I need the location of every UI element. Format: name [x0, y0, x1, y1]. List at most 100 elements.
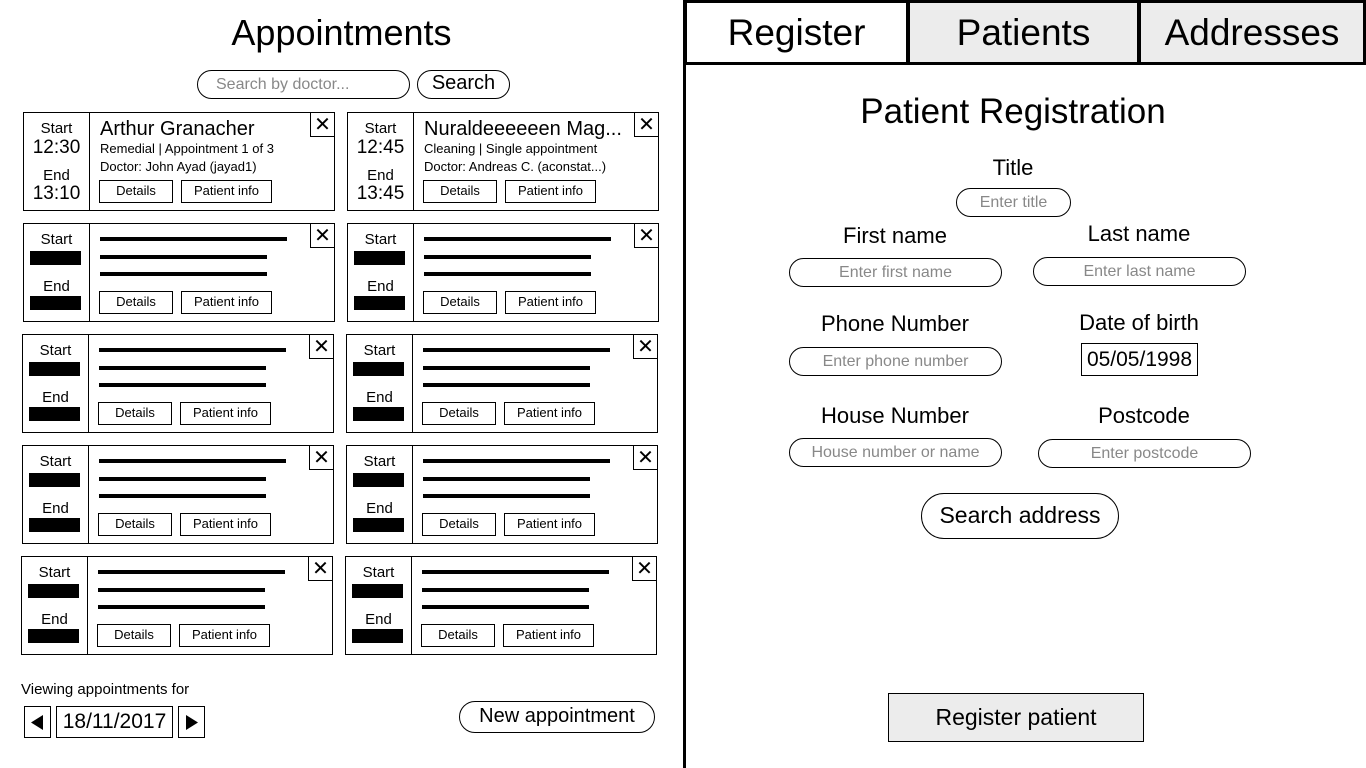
panel-divider	[683, 0, 686, 768]
end-time-placeholder	[352, 629, 403, 643]
end-label: End	[43, 278, 70, 295]
register-patient-button[interactable]: Register patient	[888, 693, 1144, 742]
start-time-placeholder	[352, 584, 403, 598]
start-label: Start	[38, 564, 71, 581]
time-column: Start End	[23, 335, 89, 432]
placeholder-line	[423, 477, 590, 481]
placeholder-line	[423, 494, 590, 498]
placeholder-line	[423, 348, 610, 352]
patient-info-button[interactable]: Patient info	[180, 402, 271, 425]
appointment-doctor: Doctor: John Ayad (jayad1)	[100, 159, 257, 174]
appointment-card[interactable]: Start 12:45 End 13:45 ✕ Nuraldeeeeeen Mag... C…	[347, 112, 659, 211]
title-label: Title	[992, 155, 1034, 180]
postcode-field[interactable]	[1038, 439, 1251, 468]
close-icon[interactable]: ✕	[634, 113, 658, 137]
end-time-placeholder	[353, 518, 404, 532]
patient-info-button[interactable]: Patient info	[504, 513, 595, 536]
tab-patients[interactable]: Patients	[907, 0, 1140, 65]
patient-info-button[interactable]: Patient info	[179, 624, 270, 647]
date-display[interactable]: 18/11/2017	[56, 706, 173, 738]
end-label: End	[43, 167, 70, 184]
close-icon[interactable]: ✕	[633, 446, 657, 470]
close-icon[interactable]: ✕	[632, 557, 656, 581]
placeholder-line	[98, 570, 285, 574]
placeholder-line	[99, 477, 266, 481]
close-icon[interactable]: ✕	[309, 446, 333, 470]
start-label: Start	[363, 453, 396, 470]
time-column: Start 12:45 End 13:45	[348, 113, 414, 210]
details-button[interactable]: Details	[99, 180, 173, 203]
details-button[interactable]: Details	[98, 402, 172, 425]
close-icon[interactable]: ✕	[310, 224, 334, 248]
title-field[interactable]	[956, 188, 1071, 217]
start-time-placeholder	[354, 251, 405, 265]
appointment-card[interactable]: Start 12:30 End 13:10 ✕ Arthur Granacher Remed…	[23, 112, 335, 211]
start-label: Start	[39, 342, 72, 359]
details-button[interactable]: Details	[98, 513, 172, 536]
details-button[interactable]: Details	[422, 513, 496, 536]
details-button[interactable]: Details	[99, 291, 173, 314]
placeholder-line	[99, 459, 286, 463]
placeholder-line	[98, 588, 265, 592]
details-button[interactable]: Details	[423, 180, 497, 203]
phone-field[interactable]	[789, 347, 1002, 376]
patient-info-button[interactable]: Patient info	[180, 513, 271, 536]
placeholder-line	[424, 272, 591, 276]
dob-field[interactable]	[1081, 343, 1198, 376]
appointment-card[interactable]: Start End ✕ Details Patient info	[347, 223, 659, 322]
appointment-card[interactable]: Start End ✕ Details Patient info	[22, 445, 334, 544]
patient-info-button[interactable]: Patient info	[181, 291, 272, 314]
search-button[interactable]: Search	[417, 70, 510, 99]
appointments-panel: Appointments Search Start12:30End13:10✕A…	[21, 12, 659, 738]
start-label: Start	[364, 231, 397, 248]
last-name-label: Last name	[1087, 221, 1191, 246]
patient-info-button[interactable]: Patient info	[504, 402, 595, 425]
next-day-button[interactable]	[178, 706, 205, 738]
start-time-placeholder	[29, 473, 80, 487]
time-column: Start End	[347, 335, 413, 432]
close-icon[interactable]: ✕	[310, 113, 334, 137]
details-button[interactable]: Details	[97, 624, 171, 647]
details-button[interactable]: Details	[422, 402, 496, 425]
new-appointment-button[interactable]: New appointment	[459, 701, 655, 733]
search-address-button[interactable]: Search address	[921, 493, 1119, 539]
house-number-field[interactable]	[789, 438, 1002, 467]
patient-info-button[interactable]: Patient info	[505, 291, 596, 314]
details-button[interactable]: Details	[421, 624, 495, 647]
end-time-placeholder	[30, 296, 81, 310]
time-column: Start End	[24, 224, 90, 321]
registration-title: Patient Registration	[860, 92, 1166, 131]
appointment-card[interactable]: Start End ✕ Details Patient info	[346, 445, 658, 544]
doctor-search-input[interactable]	[197, 70, 410, 99]
close-icon[interactable]: ✕	[634, 224, 658, 248]
details-button[interactable]: Details	[423, 291, 497, 314]
close-icon[interactable]: ✕	[308, 557, 332, 581]
previous-day-button[interactable]	[24, 706, 51, 738]
placeholder-line	[100, 272, 267, 276]
start-time: 12:45	[356, 137, 405, 158]
placeholder-line	[422, 605, 589, 609]
appointment-card[interactable]: Start End ✕ Details Patient info	[21, 556, 333, 655]
first-name-field[interactable]	[789, 258, 1002, 287]
phone-label: Phone Number	[821, 311, 969, 336]
start-label: Start	[364, 120, 397, 137]
appointment-doctor: Doctor: Andreas C. (aconstat...)	[424, 159, 607, 174]
patient-info-button[interactable]: Patient info	[181, 180, 272, 203]
patient-info-button[interactable]: Patient info	[505, 180, 596, 203]
close-icon[interactable]: ✕	[633, 335, 657, 359]
close-icon[interactable]: ✕	[309, 335, 333, 359]
end-label: End	[366, 500, 393, 517]
end-time-placeholder	[29, 518, 80, 532]
appointment-card[interactable]: Start End ✕ Details Patient info	[22, 334, 334, 433]
end-label: End	[367, 167, 394, 184]
dob-label: Date of birth	[1079, 310, 1199, 335]
tab-addresses[interactable]: Addresses	[1138, 0, 1366, 65]
tab-register[interactable]: Register	[684, 0, 909, 65]
start-time-placeholder	[353, 362, 404, 376]
appointment-card[interactable]: Start End ✕ Details Patient info	[345, 556, 657, 655]
patient-info-button[interactable]: Patient info	[503, 624, 594, 647]
appointment-card[interactable]: Start End ✕ Details Patient info	[23, 223, 335, 322]
end-label: End	[365, 611, 392, 628]
appointment-card[interactable]: Start End ✕ Details Patient info	[346, 334, 658, 433]
last-name-field[interactable]	[1033, 257, 1246, 286]
